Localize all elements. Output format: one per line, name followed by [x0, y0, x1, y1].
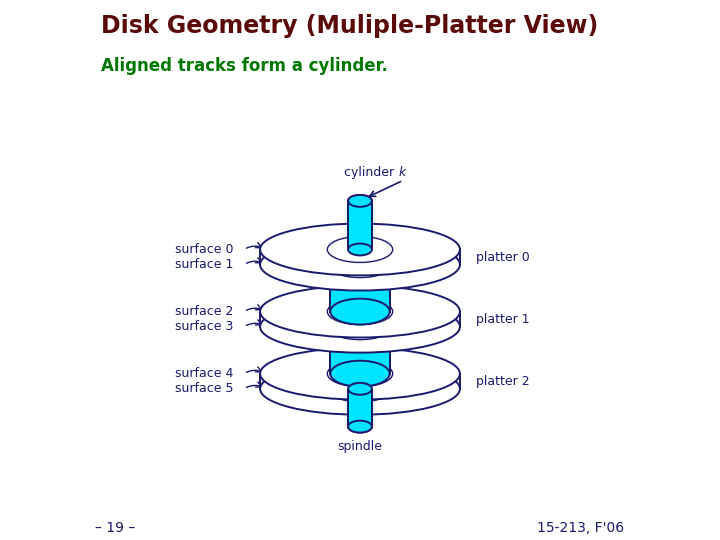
- Text: platter 1: platter 1: [476, 313, 530, 326]
- Ellipse shape: [348, 195, 372, 207]
- Text: 15-213, F'06: 15-213, F'06: [537, 521, 625, 535]
- Ellipse shape: [348, 244, 372, 255]
- Text: surface 2: surface 2: [175, 305, 233, 318]
- Ellipse shape: [328, 376, 392, 402]
- Ellipse shape: [328, 237, 392, 262]
- Ellipse shape: [260, 363, 460, 415]
- Ellipse shape: [328, 361, 392, 387]
- Text: Aligned tracks form a cylinder.: Aligned tracks form a cylinder.: [101, 57, 387, 75]
- Ellipse shape: [260, 286, 460, 338]
- Ellipse shape: [260, 224, 460, 275]
- Text: Disk Geometry (Muliple-Platter View): Disk Geometry (Muliple-Platter View): [101, 14, 598, 37]
- Text: – 19 –: – 19 –: [95, 521, 135, 535]
- Ellipse shape: [260, 301, 460, 353]
- Text: cylinder: cylinder: [343, 166, 397, 179]
- Ellipse shape: [348, 421, 372, 433]
- Ellipse shape: [330, 299, 390, 325]
- Ellipse shape: [260, 348, 460, 400]
- Text: k: k: [398, 166, 405, 179]
- FancyBboxPatch shape: [330, 265, 390, 312]
- Ellipse shape: [348, 383, 372, 395]
- Ellipse shape: [328, 252, 392, 278]
- Ellipse shape: [330, 361, 390, 387]
- Text: surface 5: surface 5: [174, 382, 233, 395]
- Ellipse shape: [330, 252, 390, 278]
- FancyBboxPatch shape: [348, 389, 372, 427]
- Text: surface 4: surface 4: [175, 367, 233, 380]
- FancyBboxPatch shape: [348, 201, 372, 249]
- Text: platter 0: platter 0: [476, 251, 530, 264]
- Text: surface 1: surface 1: [175, 258, 233, 271]
- Ellipse shape: [328, 314, 392, 340]
- Text: surface 0: surface 0: [174, 243, 233, 256]
- Text: surface 3: surface 3: [175, 320, 233, 333]
- Text: spindle: spindle: [338, 440, 382, 453]
- Ellipse shape: [260, 239, 460, 291]
- FancyBboxPatch shape: [348, 201, 372, 427]
- Ellipse shape: [330, 314, 390, 340]
- FancyBboxPatch shape: [330, 327, 390, 374]
- Ellipse shape: [328, 299, 392, 325]
- Ellipse shape: [348, 421, 372, 433]
- Ellipse shape: [348, 195, 372, 207]
- Text: platter 2: platter 2: [476, 375, 530, 388]
